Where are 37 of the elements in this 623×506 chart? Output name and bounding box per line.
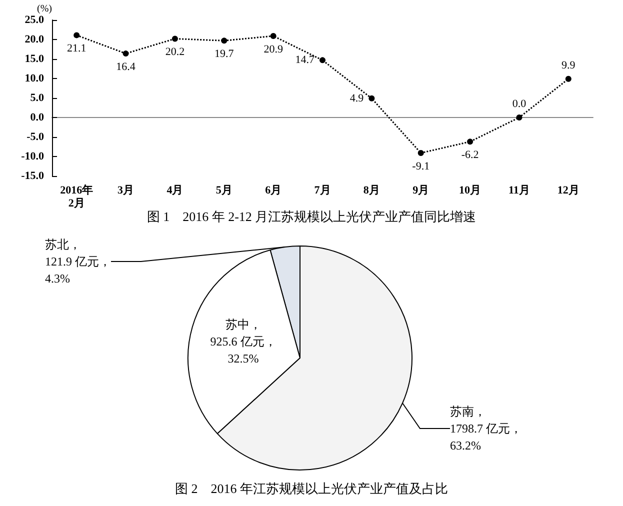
x-tick-label: 12月 — [557, 184, 580, 196]
x-tick-label: 5月 — [216, 184, 232, 196]
data-label: 21.1 — [66, 42, 86, 55]
data-label: 16.4 — [116, 61, 136, 74]
data-label: -9.1 — [412, 160, 430, 172]
x-tick-label: 2016年 2月 — [60, 184, 94, 210]
y-tick-label: -10.0 — [21, 150, 44, 162]
y-tick-label: 15.0 — [24, 53, 44, 65]
x-tick-label: 7月 — [314, 184, 331, 196]
x-tick-label: 9月 — [412, 184, 430, 196]
data-label: -6.2 — [461, 149, 479, 162]
y-tick-label: 0.0 — [30, 112, 44, 124]
data-label: 9.9 — [562, 59, 576, 72]
data-label: 20.2 — [165, 46, 185, 58]
y-tick-label: -15.0 — [21, 170, 44, 182]
x-tick-label: 8月 — [363, 184, 380, 196]
y-tick-label: 10.0 — [24, 72, 44, 84]
x-tick-label: 10月 — [459, 184, 482, 196]
data-label: 19.7 — [214, 48, 234, 60]
data-label: 14.7 — [295, 54, 315, 66]
y-tick-label: 5.0 — [30, 92, 44, 104]
data-label: 20.9 — [264, 43, 284, 56]
slice-label: 苏南， 1798.7 亿元， 63.2% — [450, 404, 522, 452]
y-tick-label: 20.0 — [24, 34, 44, 46]
slice-label: 苏中， 925.6 亿元， 32.5% — [210, 318, 276, 366]
x-tick-label: 4月 — [166, 184, 184, 196]
slice-label: 苏北， 121.9 亿元， 4.3% — [45, 238, 111, 286]
y-tick-label: -5.0 — [26, 131, 44, 143]
data-label: 0.0 — [512, 98, 527, 110]
y-tick-label: 25.0 — [24, 14, 44, 26]
data-label: 4.9 — [350, 92, 364, 104]
text: 图 2 2016 年江苏规模以上光伏产业产值及占比 — [175, 481, 448, 496]
x-tick-label: 6月 — [265, 184, 282, 196]
x-tick-label: 11月 — [508, 184, 530, 196]
text: 图 1 2016 年 2-12 月江苏规模以上光伏产业产值同比增速 — [146, 209, 476, 224]
y-axis-title: (%) — [37, 4, 52, 14]
x-tick-label: 3月 — [118, 184, 134, 196]
